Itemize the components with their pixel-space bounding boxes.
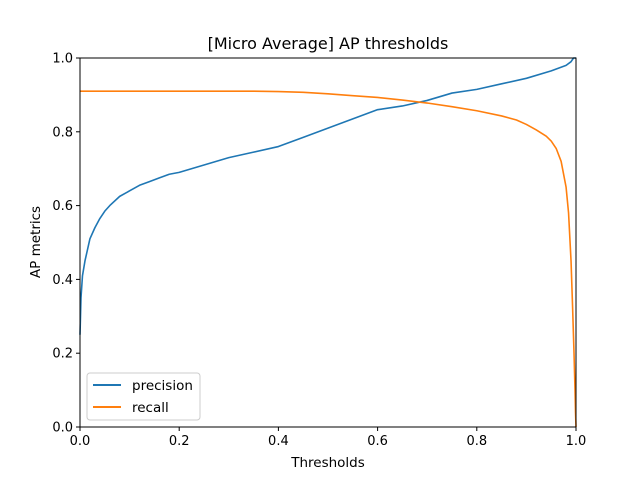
y-axis-label: AP metrics <box>28 206 44 278</box>
x-axis-label: Thresholds <box>290 455 365 471</box>
y-tick-label: 0.4 <box>52 273 73 288</box>
series-layer <box>79 57 577 428</box>
chart-title: [Micro Average] AP thresholds <box>208 34 449 53</box>
ticks-layer: 0.0 0.2 0.4 0.6 0.8 1.0 0.0 0.2 0.4 0.6 0.8 1.0 <box>52 52 586 450</box>
series-line-precision <box>79 57 576 335</box>
legend-label-precision: precision <box>132 378 193 394</box>
legend: precision recall <box>86 372 201 421</box>
series-line-recall <box>80 90 577 428</box>
y-tick-label: 0.8 <box>52 125 73 140</box>
x-tick-label: 0.2 <box>169 434 190 449</box>
x-tick-label: 0.0 <box>70 434 91 449</box>
x-tick-label: 1.0 <box>566 434 587 449</box>
y-tick-label: 1.0 <box>52 52 73 67</box>
y-tick-label: 0.0 <box>52 421 73 436</box>
x-tick-label: 0.6 <box>367 434 388 449</box>
x-tick-label: 0.4 <box>268 434 289 449</box>
y-tick-label: 0.2 <box>52 347 73 362</box>
legend-label-recall: recall <box>132 400 169 416</box>
axes-frame <box>79 57 577 428</box>
x-tick-label: 0.8 <box>466 434 487 449</box>
y-tick-label: 0.6 <box>52 199 73 214</box>
